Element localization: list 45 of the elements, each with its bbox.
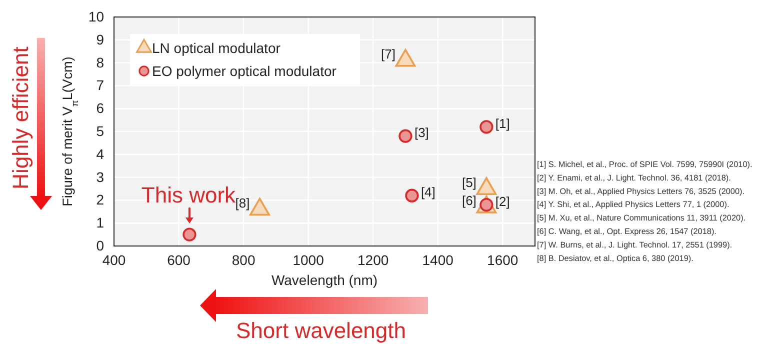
x-tick-label: 800 bbox=[232, 252, 256, 268]
point bbox=[480, 120, 494, 134]
annotation: [3] bbox=[414, 125, 429, 140]
annotation: [6] bbox=[462, 193, 476, 208]
annotation: This work bbox=[141, 182, 237, 208]
text: [2] Y. Enami, et al., J. Light. Technol. 36, 4181 (2018). bbox=[537, 173, 731, 182]
legend-label: EO polymer optical modulator bbox=[152, 63, 337, 79]
y-tick-label: 7 bbox=[96, 77, 104, 94]
y-tick-label: 4 bbox=[96, 146, 104, 162]
y-tick-label: 5 bbox=[96, 122, 104, 139]
y-tick-label: 1 bbox=[96, 214, 104, 231]
y-tick-label: 6 bbox=[96, 100, 104, 116]
text: [7] W. Burns, et al., J. Light. Technol. 17, 2551 (1999). bbox=[537, 240, 732, 250]
annotation: [2] bbox=[495, 194, 510, 209]
text: [4] Y. Shi, et al., Applied Physics Letters 77, 1 (2000). bbox=[537, 200, 730, 210]
text: Highly efficient bbox=[8, 46, 33, 190]
text: [6] C. Wang, et al., Opt. Express 26, 1547 (2018). bbox=[537, 227, 716, 236]
annotation: [1] bbox=[495, 116, 510, 131]
x-tick-label: 1400 bbox=[422, 252, 454, 268]
y-tick-label: 10 bbox=[88, 8, 104, 24]
y-tick-label: 8 bbox=[96, 54, 104, 70]
x-tick-label: 1600 bbox=[487, 252, 518, 268]
text: [5] M. Xu, et al., Nature Communications 11, 3911 (2020). bbox=[537, 214, 746, 223]
point bbox=[395, 48, 416, 67]
text: [3] M. Oh, et al., Applied Physics Letters 76, 3525 (2000). bbox=[537, 186, 745, 196]
x-tick-label: 600 bbox=[167, 252, 191, 268]
x-tick-label: 400 bbox=[102, 252, 126, 268]
y-tick-label: 3 bbox=[96, 168, 104, 185]
point bbox=[398, 129, 412, 143]
y-tick-label: 2 bbox=[96, 192, 104, 208]
text: [8] B. Desiatov, et al., Optica 6, 380 (2019). bbox=[537, 254, 694, 263]
y-tick-label: 0 bbox=[96, 237, 104, 254]
point bbox=[182, 228, 196, 242]
annotation: [5] bbox=[462, 174, 476, 190]
annotation: [4] bbox=[420, 184, 436, 200]
point bbox=[405, 188, 419, 202]
text: Short wavelength bbox=[236, 318, 406, 343]
x-tick-label: 1200 bbox=[358, 252, 389, 268]
text: [1] S. Michel, et al., Proc. of SPIE Vol. 7599, 75990I (2010). bbox=[537, 160, 752, 169]
y-tick-label: 9 bbox=[96, 31, 104, 48]
x-tick-label: 1000 bbox=[292, 252, 324, 268]
legend-label: LN optical modulator bbox=[152, 40, 281, 56]
annotation: [7] bbox=[380, 46, 396, 62]
x-axis-title: Wavelength (nm) bbox=[271, 272, 378, 288]
annotation: [8] bbox=[235, 195, 250, 210]
